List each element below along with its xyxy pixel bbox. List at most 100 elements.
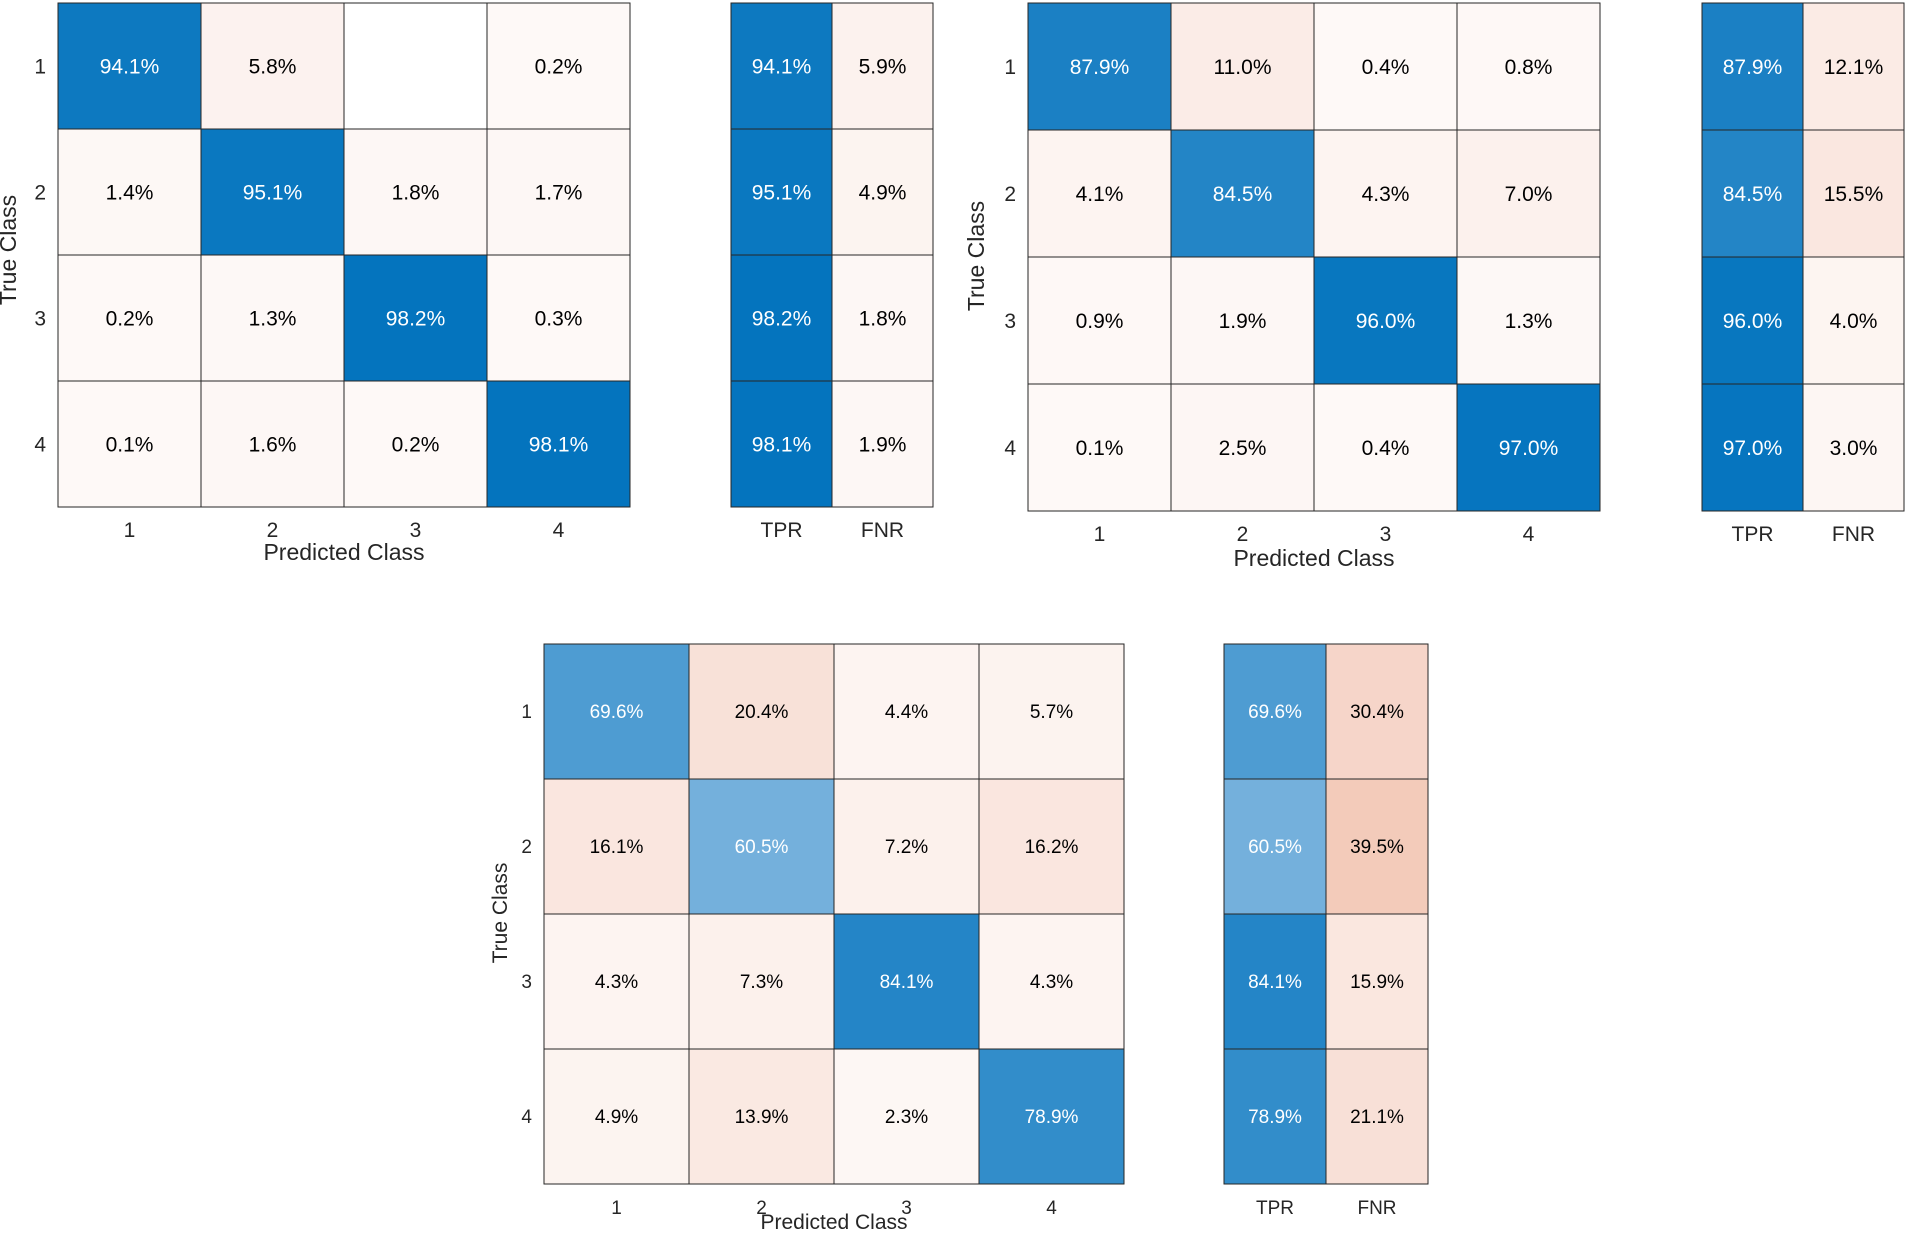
tpr-cell-label: 94.1% [752, 55, 812, 78]
matrix-cell-label: 0.8% [1505, 56, 1553, 79]
y-axis-title: True Class [963, 201, 989, 311]
matrix-cell-label: 84.5% [1213, 183, 1273, 206]
matrix-cell-r2-c3 [343, 128, 488, 256]
tpr-cell-label: 78.9% [1248, 1107, 1302, 1128]
matrix-cell-label: 4.1% [1076, 183, 1124, 206]
matrix-cell-label: 2.5% [1219, 437, 1267, 460]
fnr-cell-label: 3.0% [1830, 437, 1878, 460]
matrix-cell-r2-c1 [1027, 129, 1172, 258]
matrix-cell-r2-c2 [1170, 129, 1315, 258]
tpr-cell-label: 87.9% [1723, 56, 1783, 79]
x-tick-label: 1 [1094, 523, 1106, 546]
y-tick-label: 3 [521, 972, 532, 993]
matrix-cell-r1-c1 [543, 643, 690, 780]
tpr-cell-label: 97.0% [1723, 437, 1783, 460]
matrix-cell-r4-c1 [1027, 383, 1172, 512]
matrix-cell-r1-c2 [1170, 2, 1315, 131]
matrix-cell-label: 96.0% [1356, 310, 1416, 333]
matrix-cell-label: 97.0% [1499, 437, 1559, 460]
matrix-cell-label: 16.2% [1025, 837, 1079, 858]
x-tick-label: 3 [410, 519, 422, 542]
confusion-matrix-panel-1: 94.1% 5.8% 0.2% 1.4% 95.1% 1.8% 1.7% 0.2% 1.3% 98… [0, 2, 934, 565]
matrix-cell-label: 95.1% [243, 181, 303, 204]
tpr-column-label: TPR [1256, 1198, 1294, 1219]
matrix-cell-r2-c4 [1456, 129, 1601, 258]
y-tick-label: 2 [521, 837, 532, 858]
fnr-cell-r2 [831, 128, 934, 256]
tpr-cell-r2 [1701, 129, 1804, 258]
matrix-cell-label: 13.9% [735, 1107, 789, 1128]
matrix-cell-label: 0.3% [535, 307, 583, 330]
matrix-cell-label: 0.2% [535, 55, 583, 78]
y-tick-label: 3 [1004, 310, 1016, 333]
matrix-cell-label: 7.2% [885, 837, 928, 858]
matrix-cell-label: 7.0% [1505, 183, 1553, 206]
matrix-cell-r2-c2 [688, 778, 835, 915]
matrix-cell-label: 1.8% [392, 181, 440, 204]
matrix-cell-label: 1.3% [249, 307, 297, 330]
tpr-cell-r1 [1223, 643, 1327, 780]
matrix-cell-label: 0.4% [1362, 437, 1410, 460]
matrix-cell-r3-c4 [1456, 256, 1601, 385]
fnr-cell-r4 [1325, 1048, 1429, 1185]
tpr-cell-r2 [1223, 778, 1327, 915]
tpr-cell-label: 98.2% [752, 307, 812, 330]
confusion-matrix-panel-2: 87.9% 11.0% 0.4% 0.8% 4.1% 84.5% 4.3% 7.0% 0.9% 1… [963, 2, 1905, 571]
matrix-cell-label: 4.3% [1030, 972, 1073, 993]
x-tick-label: 4 [1046, 1198, 1057, 1219]
fnr-cell-r1 [1802, 2, 1905, 131]
x-tick-label: 4 [553, 519, 565, 542]
matrix-cell-r2-c1 [57, 128, 202, 256]
matrix-cell-label: 84.1% [880, 972, 934, 993]
matrix-cell-r4-c2 [200, 380, 345, 508]
fnr-cell-r2 [1325, 778, 1429, 915]
x-tick-label: 2 [1237, 523, 1249, 546]
matrix-cell-label: 98.2% [386, 307, 446, 330]
matrix-cell-label: 0.4% [1362, 56, 1410, 79]
matrix-cell-label: 87.9% [1070, 56, 1130, 79]
tpr-cell-r4 [1223, 1048, 1327, 1185]
confusion-matrix-panel-3: 69.6% 20.4% 4.4% 5.7% 16.1% 60.5% 7.2% 16.2% 4.3… [489, 643, 1429, 1234]
matrix-cell-label: 0.1% [106, 433, 154, 456]
tpr-cell-label: 84.1% [1248, 972, 1302, 993]
x-axis-title: Predicted Class [1233, 545, 1394, 571]
matrix-cell-label: 2.3% [885, 1107, 928, 1128]
y-tick-label: 3 [34, 307, 46, 330]
matrix-cell-r2-c4 [978, 778, 1125, 915]
matrix-cell-label: 0.9% [1076, 310, 1124, 333]
matrix-cell-label: 4.4% [885, 702, 928, 723]
matrix-cell-r1-c3 [1313, 2, 1458, 131]
matrix-cell-label: 4.9% [595, 1107, 638, 1128]
matrix-cell-r1-c4 [1456, 2, 1601, 131]
matrix-cell-label: 1.9% [1219, 310, 1267, 333]
tpr-column-label: TPR [761, 519, 803, 542]
matrix-cell-label: 69.6% [590, 702, 644, 723]
matrix-cell-r1-c2 [200, 2, 345, 130]
matrix-cell-r2-c3 [833, 778, 980, 915]
x-tick-label: 4 [1523, 523, 1535, 546]
y-tick-label: 4 [1004, 437, 1016, 460]
matrix-cell-r4-c3 [833, 1048, 980, 1185]
matrix-cell-r4-c2 [688, 1048, 835, 1185]
x-tick-label: 2 [756, 1198, 767, 1219]
x-axis-title: Predicted Class [760, 1211, 907, 1234]
matrix-cell-label: 4.3% [595, 972, 638, 993]
tpr-column-label: TPR [1732, 523, 1774, 546]
fnr-cell-label: 39.5% [1350, 837, 1404, 858]
matrix-cell-r1-c3 [833, 643, 980, 780]
fnr-cell-label: 5.9% [859, 55, 907, 78]
matrix-cell-label: 5.7% [1030, 702, 1073, 723]
matrix-cell-label: 1.3% [1505, 310, 1553, 333]
fnr-cell-r1 [831, 2, 934, 130]
fnr-column-label: FNR [861, 519, 904, 542]
fnr-cell-label: 30.4% [1350, 702, 1404, 723]
fnr-cell-label: 4.0% [1830, 310, 1878, 333]
matrix-cell-label: 4.3% [1362, 183, 1410, 206]
fnr-cell-label: 4.9% [859, 181, 907, 204]
matrix-cell-label: 11.0% [1214, 56, 1272, 79]
matrix-cell-label: 98.1% [529, 433, 589, 456]
tpr-cell-r3 [1701, 256, 1804, 385]
fnr-cell-r4 [1802, 383, 1905, 512]
matrix-cell-r4-c4 [978, 1048, 1125, 1185]
